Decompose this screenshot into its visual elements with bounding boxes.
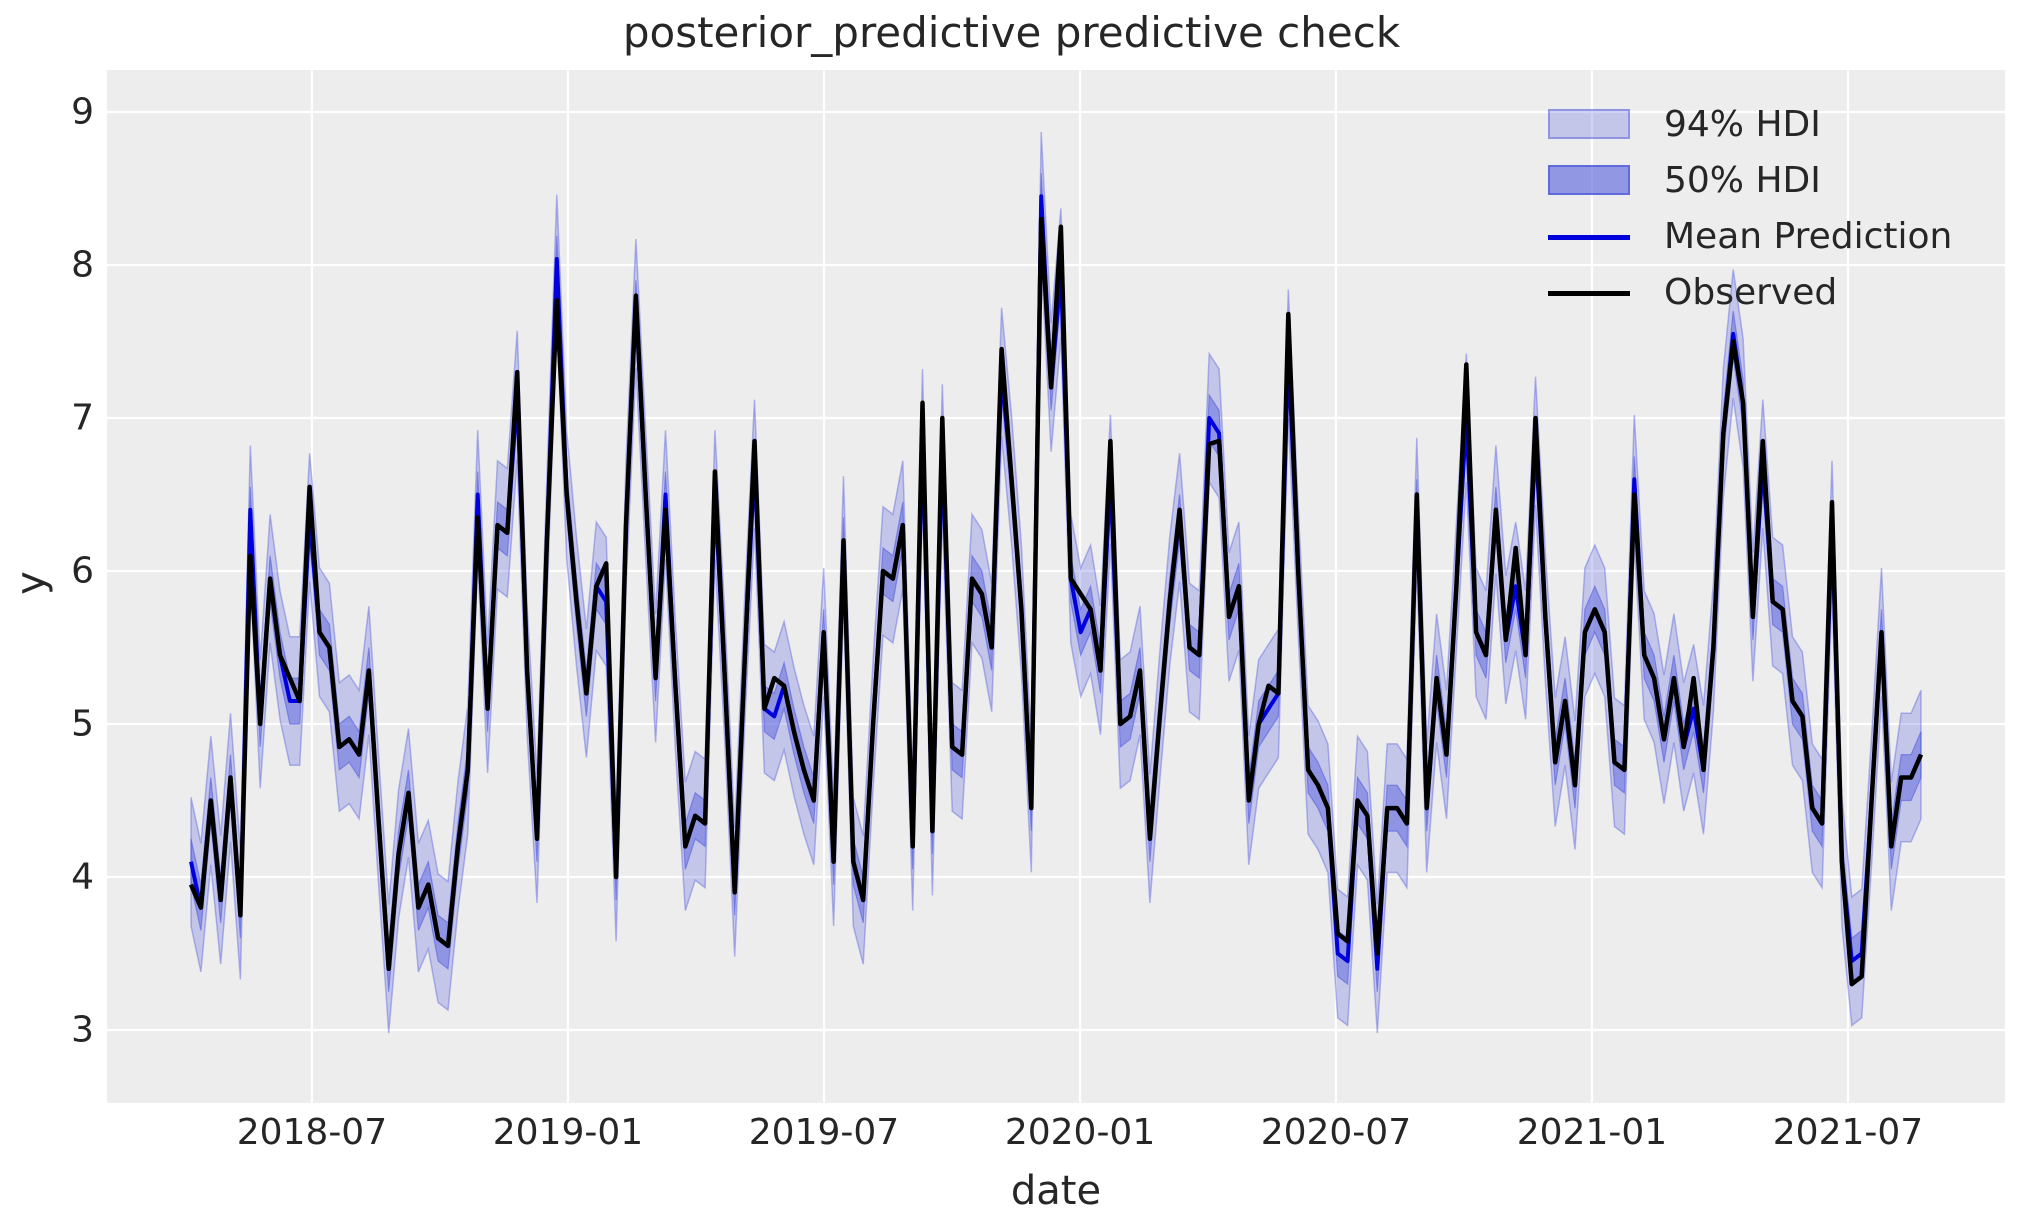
y-tick-label: 3 <box>71 1009 94 1051</box>
legend-item-mean-prediction: Mean Prediction <box>1548 208 1952 264</box>
mean-line-swatch-icon <box>1548 234 1630 240</box>
hdi94-band-swatch-icon <box>1548 109 1630 139</box>
x-tick-label: 2018-07 <box>236 1112 388 1153</box>
legend-item-observed: Observed <box>1548 264 1952 320</box>
legend-label: 50% HDI <box>1664 159 1821 201</box>
y-tick-label: 6 <box>71 550 94 592</box>
y-tick-label: 4 <box>71 856 94 898</box>
chart-title: posterior_predictive predictive check <box>622 8 1401 57</box>
legend-label: Observed <box>1664 271 1838 313</box>
legend-item-94-hdi: 94% HDI <box>1548 96 1952 152</box>
observed-line-swatch-icon <box>1548 290 1630 296</box>
y-tick-label: 5 <box>71 703 94 745</box>
legend-item-50-hdi: 50% HDI <box>1548 152 1952 208</box>
hdi50-band-swatch-icon <box>1548 165 1630 195</box>
x-tick-label: 2019-01 <box>492 1112 644 1153</box>
y-axis-label: y <box>8 571 54 595</box>
y-tick-label: 8 <box>71 244 94 286</box>
legend-label: 94% HDI <box>1664 103 1821 145</box>
y-tick-label: 9 <box>71 91 94 133</box>
y-tick-label: 7 <box>71 397 94 439</box>
legend-label: Mean Prediction <box>1664 215 1953 257</box>
x-tick-label: 2020-01 <box>1004 1112 1156 1153</box>
x-tick-label: 2020-07 <box>1260 1112 1412 1153</box>
x-tick-label: 2019-07 <box>748 1112 900 1153</box>
x-axis-label: date <box>1010 1168 1102 1214</box>
legend: 94% HDI 50% HDI Mean Prediction Observed <box>1548 96 1952 320</box>
x-tick-label: 2021-07 <box>1772 1112 1924 1153</box>
x-tick-label: 2021-01 <box>1516 1112 1668 1153</box>
